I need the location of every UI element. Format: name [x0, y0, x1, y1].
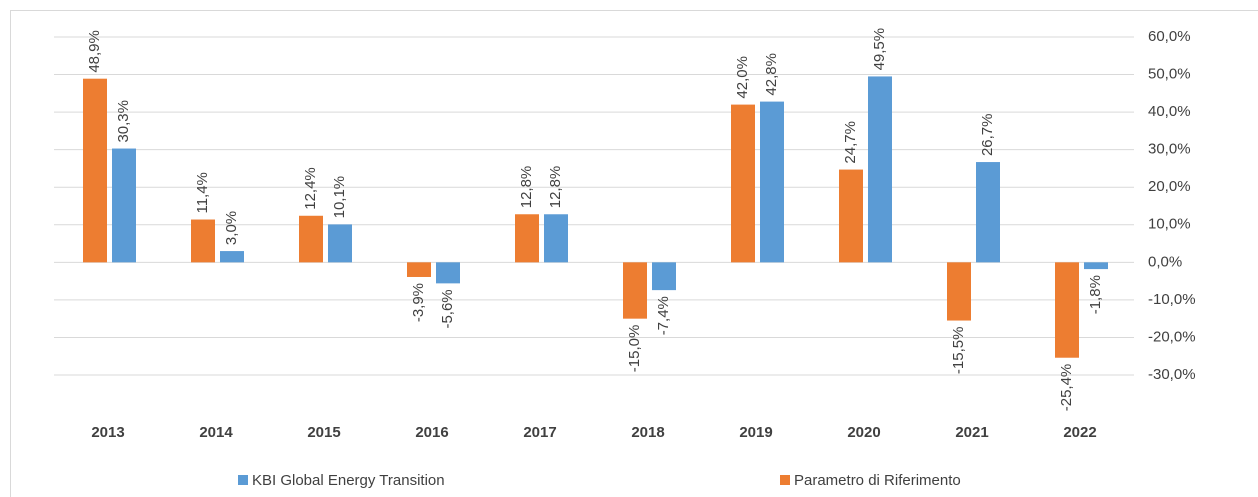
y-tick-label: 0,0%	[1148, 253, 1182, 270]
y-tick-label: 30,0%	[1148, 141, 1191, 158]
y-tick-label: -20,0%	[1148, 328, 1196, 345]
data-label: -5,6%	[439, 289, 456, 328]
data-label: 24,7%	[842, 121, 859, 164]
data-label: 11,4%	[194, 172, 211, 213]
bar	[544, 214, 568, 263]
x-tick-label: 2019	[739, 424, 772, 441]
x-tick-label: 2013	[91, 424, 124, 441]
data-label: -15,5%	[950, 327, 967, 375]
bar	[515, 214, 539, 263]
bar	[112, 148, 136, 263]
x-tick-label: 2014	[199, 424, 233, 441]
bar	[299, 215, 323, 263]
data-label: 42,0%	[734, 56, 751, 99]
data-label: 12,4%	[302, 167, 319, 210]
y-tick-label: -30,0%	[1148, 366, 1196, 383]
y-tick-label: 40,0%	[1148, 103, 1191, 120]
data-label: 49,5%	[871, 28, 888, 71]
chart-frame	[10, 10, 1258, 497]
x-tick-label: 2018	[631, 424, 664, 441]
data-label: 48,9%	[86, 30, 103, 73]
data-label: -1,8%	[1087, 275, 1104, 314]
bar	[947, 262, 971, 321]
legend-label: KBI Global Energy Transition	[252, 472, 445, 489]
data-label: 3,0%	[223, 211, 240, 245]
x-tick-label: 2016	[415, 424, 448, 441]
bar	[407, 262, 431, 277]
legend-label: Parametro di Riferimento	[794, 472, 961, 489]
x-tick-label: 2021	[955, 424, 988, 441]
y-tick-label: 20,0%	[1148, 178, 1191, 195]
data-label: -7,4%	[655, 296, 672, 335]
data-label: 42,8%	[763, 53, 780, 96]
bar	[623, 262, 647, 319]
data-label: -25,4%	[1058, 364, 1075, 412]
x-tick-label: 2015	[307, 424, 340, 441]
bar	[1055, 262, 1079, 358]
bar	[868, 76, 892, 263]
x-tick-label: 2017	[523, 424, 556, 441]
data-label: 12,8%	[547, 166, 564, 209]
data-label: 10,1%	[331, 176, 348, 219]
bar	[652, 262, 676, 291]
legend-swatch	[238, 475, 248, 485]
data-label: 26,7%	[979, 114, 996, 157]
legend-swatch	[780, 475, 790, 485]
bar	[1084, 262, 1108, 270]
y-tick-label: 50,0%	[1148, 66, 1191, 83]
bar	[220, 251, 244, 263]
y-tick-label: -10,0%	[1148, 291, 1196, 308]
x-tick-label: 2022	[1063, 424, 1096, 441]
y-tick-label: 60,0%	[1148, 28, 1191, 45]
bar	[83, 78, 107, 263]
bar	[731, 104, 755, 263]
data-label: 30,3%	[115, 100, 132, 143]
data-label: 12,8%	[518, 166, 535, 209]
bar	[839, 169, 863, 263]
bar	[760, 101, 784, 263]
y-tick-label: 10,0%	[1148, 216, 1191, 233]
bar	[191, 219, 215, 263]
bar	[976, 162, 1000, 263]
data-label: -3,9%	[410, 283, 427, 322]
bar	[436, 262, 460, 284]
x-tick-label: 2020	[847, 424, 880, 441]
data-label: -15,0%	[626, 325, 643, 373]
bar	[328, 224, 352, 263]
